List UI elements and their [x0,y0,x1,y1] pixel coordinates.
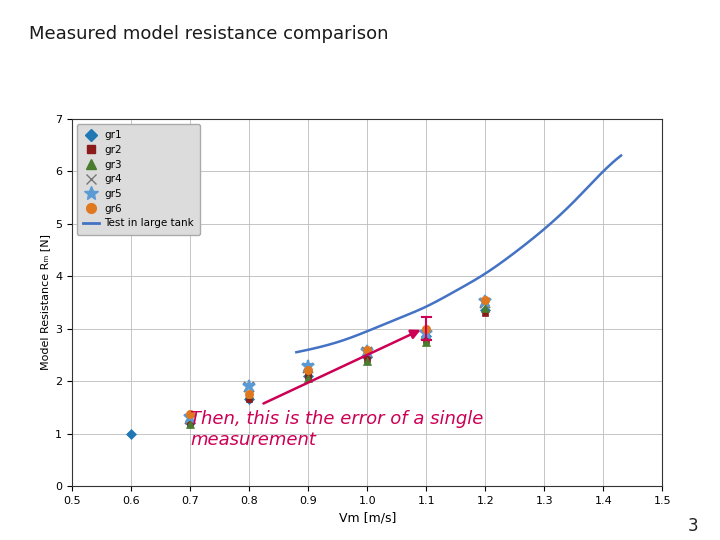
gr6 [363,346,372,353]
gr3 [481,305,490,311]
X-axis label: Vm [m/s]: Vm [m/s] [338,511,396,524]
gr2 [481,309,490,316]
Test in large tank [485,268,493,275]
Text: 3: 3 [688,517,698,535]
gr2 [422,337,431,343]
gr1 [245,396,253,403]
gr5 [481,298,490,305]
gr3 [363,358,372,365]
Test in large tank [292,349,301,355]
gr3 [186,421,194,427]
gr6 [422,326,431,332]
Line: gr6: gr6 [186,295,490,418]
Test in large tank [491,264,500,270]
Line: gr1: gr1 [127,307,489,437]
Text: Measured model resistance comparison: Measured model resistance comparison [29,25,388,43]
gr2 [304,373,312,379]
gr5 [186,414,194,420]
gr1 [304,373,312,379]
Legend: gr1, gr2, gr3, gr4, gr5, gr6, Test in large tank: gr1, gr2, gr3, gr4, gr5, gr6, Test in la… [77,124,200,235]
Line: gr3: gr3 [186,303,490,428]
gr4 [422,332,431,338]
gr3 [304,375,312,382]
gr4 [363,349,372,355]
gr5 [422,329,431,336]
Text: Then, this is the error of a single
measurement: Then, this is the error of a single meas… [190,410,483,449]
Test in large tank [586,181,595,187]
Test in large tank [485,267,494,274]
Line: gr5: gr5 [184,295,492,423]
gr6 [304,366,312,373]
gr6 [245,391,253,397]
gr4 [304,364,312,371]
gr5 [363,347,372,354]
Test in large tank [293,349,302,355]
gr6 [186,410,194,417]
Y-axis label: Model Resistance Rₘ [N]: Model Resistance Rₘ [N] [40,234,50,370]
gr5 [304,363,312,370]
Line: gr4: gr4 [185,299,490,424]
gr2 [245,396,253,403]
gr2 [363,356,372,362]
gr4 [186,416,194,422]
gr2 [186,420,194,426]
gr3 [245,391,253,397]
gr1 [186,420,194,426]
gr5 [245,383,253,389]
gr1 [363,354,372,361]
Test in large tank [617,152,626,159]
gr1 [481,307,490,314]
Test in large tank [566,202,575,209]
gr3 [422,339,431,345]
gr1 [422,333,431,340]
Line: Test in large tank: Test in large tank [297,156,621,352]
gr6 [481,296,490,303]
gr1 [127,430,135,437]
gr4 [245,384,253,390]
gr4 [481,300,490,307]
Line: gr2: gr2 [186,309,489,427]
